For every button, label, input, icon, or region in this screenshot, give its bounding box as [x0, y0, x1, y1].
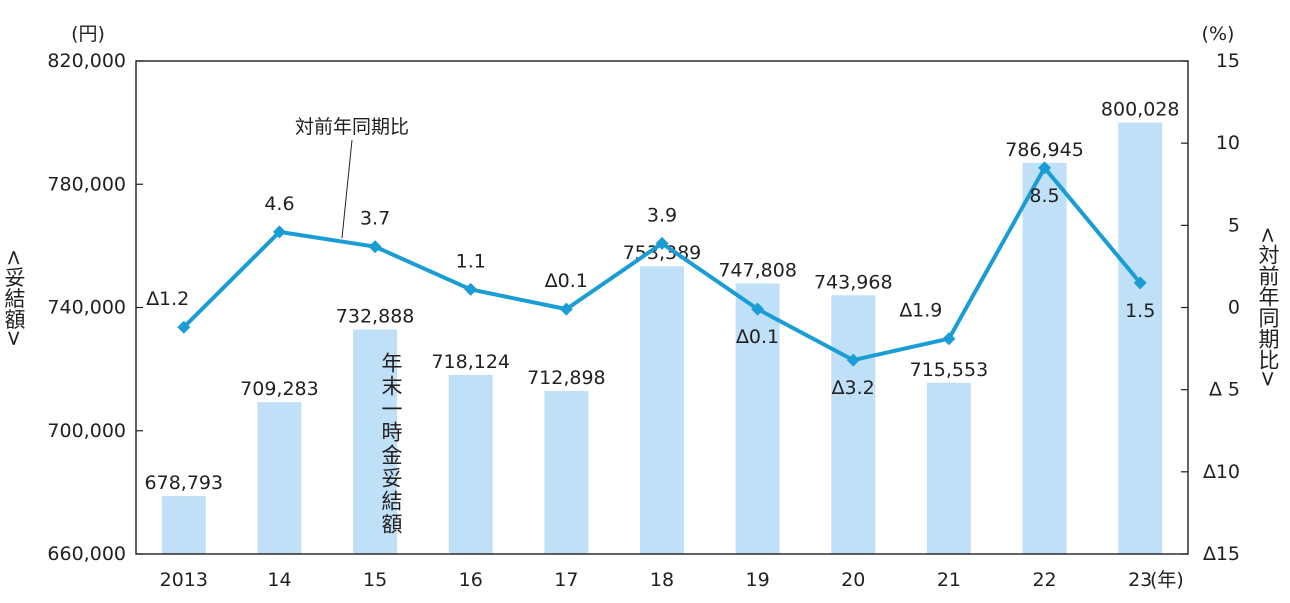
- x-axis-tick-label: 16: [459, 569, 483, 591]
- line-point: [368, 240, 382, 254]
- line-point: [751, 302, 765, 316]
- line-value-label: 1.5: [1125, 300, 1155, 322]
- bar: [448, 374, 493, 554]
- right-axis-tick-label: 15: [1216, 50, 1240, 72]
- left-axis-tick-label: 700,000: [47, 420, 126, 442]
- bar: [831, 295, 876, 554]
- bar: [735, 283, 780, 554]
- right-axis-tick-label: 5: [1228, 214, 1240, 236]
- right-axis-tick-label: ∆10: [1202, 461, 1240, 483]
- right-axis-tick-label: 10: [1216, 132, 1240, 154]
- bar-value-label: 678,793: [145, 472, 224, 494]
- line-point: [177, 320, 191, 334]
- line-point: [464, 282, 478, 296]
- right-axis-tick-label: 0: [1228, 297, 1240, 319]
- line-value-label: 4.6: [264, 193, 294, 215]
- right-axis-tick-label: ∆ 5: [1208, 379, 1240, 401]
- line-value-label: ∆0.1: [735, 326, 779, 348]
- right-axis-tick-label: ∆15: [1202, 543, 1240, 565]
- bar-value-label: 747,808: [718, 259, 797, 281]
- line-point: [655, 236, 669, 250]
- line-point: [272, 225, 286, 239]
- x-axis-tick-label: 14: [267, 569, 291, 591]
- line-value-label: 8.5: [1029, 185, 1059, 207]
- bar: [1118, 122, 1163, 554]
- bar-value-label: 712,898: [527, 367, 606, 389]
- bar-series-label: 年末一時金妥結額: [379, 352, 403, 536]
- right-axis-unit: (%): [1202, 23, 1235, 45]
- x-axis-tick-label: 17: [554, 569, 578, 591]
- line-value-label: ∆1.9: [898, 300, 942, 322]
- x-axis-tick-label: 19: [746, 569, 770, 591]
- line-value-label: ∆3.2: [831, 377, 875, 399]
- line-value-label: ∆0.1: [544, 270, 588, 292]
- bar-value-label: 715,553: [910, 359, 989, 381]
- line-series-leader: [341, 139, 353, 239]
- line-value-label: 1.1: [456, 250, 486, 272]
- bar: [1022, 162, 1067, 555]
- left-axis-tick-label: 820,000: [47, 50, 126, 72]
- bar: [161, 496, 206, 554]
- line-value-label: 3.7: [360, 208, 390, 230]
- left-axis-title: <妥結額>: [2, 249, 26, 347]
- bar: [544, 391, 589, 554]
- line-value-label: 3.9: [647, 204, 677, 226]
- x-axis-tick-label: 20: [841, 569, 865, 591]
- line-point: [846, 353, 860, 367]
- bar-value-label: 732,888: [336, 305, 415, 327]
- x-axis-tick-label: 22: [1032, 569, 1056, 591]
- right-axis-title: <対前年同期比>: [1256, 226, 1280, 387]
- bar: [640, 266, 684, 554]
- x-axis-tick-label: 2013: [160, 569, 208, 591]
- x-axis-tick-label: 15: [363, 569, 387, 591]
- line-series-label: 対前年同期比: [295, 116, 409, 138]
- left-axis-tick-label: 780,000: [47, 173, 126, 195]
- bar-value-label: 709,283: [240, 378, 319, 400]
- left-axis-tick-label: 660,000: [47, 543, 126, 565]
- line-point: [559, 302, 573, 316]
- bar-value-label: 786,945: [1005, 139, 1084, 161]
- x-axis-tick-label: 21: [937, 569, 961, 591]
- line-point: [1038, 161, 1052, 175]
- line-point: [1133, 276, 1147, 290]
- x-axis-tick-label: 23: [1128, 569, 1152, 591]
- line-value-label: ∆1.2: [145, 288, 189, 310]
- bar: [257, 402, 302, 554]
- bar-value-label: 743,968: [814, 271, 893, 293]
- bar-value-label: 718,124: [431, 351, 510, 373]
- line-point: [942, 332, 956, 346]
- x-axis-unit: (年): [1150, 569, 1184, 591]
- bar: [926, 382, 971, 554]
- left-axis-unit: (円): [71, 23, 105, 45]
- bar: [353, 329, 398, 554]
- bar-value-label: 800,028: [1101, 99, 1180, 121]
- left-axis-tick-label: 740,000: [47, 297, 126, 319]
- x-axis-tick-label: 18: [650, 569, 674, 591]
